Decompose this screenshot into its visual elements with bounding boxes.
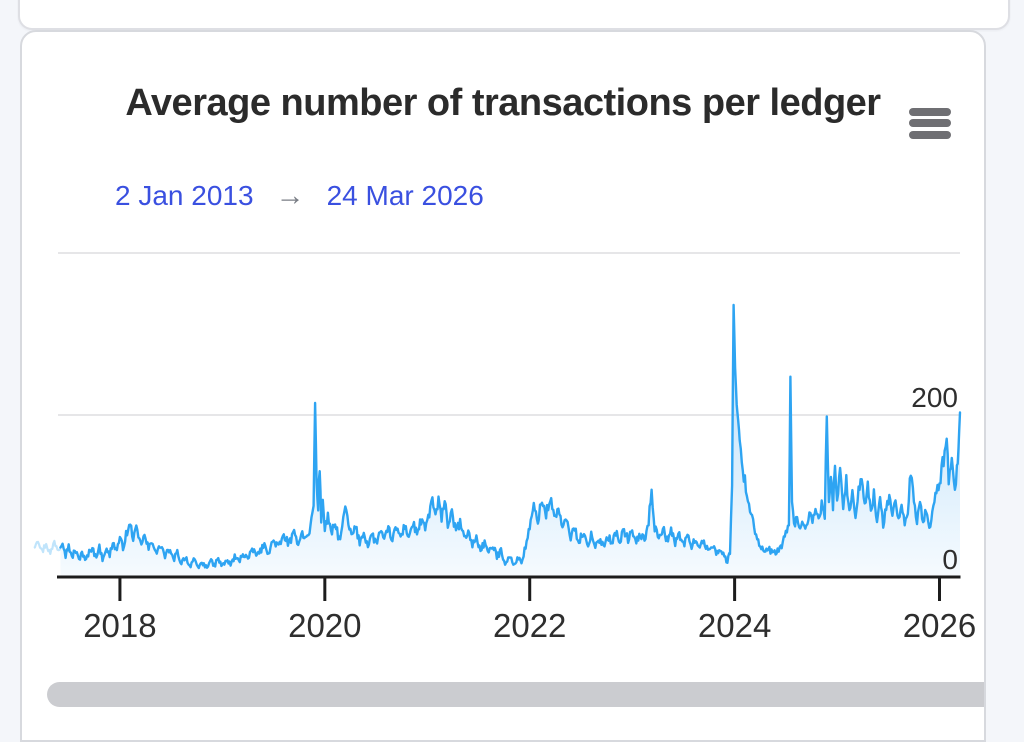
x-tick-label: 2018 (83, 607, 157, 644)
chart-title: Average number of transactions per ledge… (125, 82, 881, 124)
range-end-date[interactable]: 24 Mar 2026 (326, 180, 484, 211)
x-tick-label: 2022 (493, 607, 567, 644)
chart-context-menu-button[interactable] (904, 100, 956, 146)
x-tick-label: 2024 (697, 607, 772, 644)
series-line (59, 303, 962, 570)
series-area (60, 305, 960, 577)
x-tick-label: 2020 (288, 607, 362, 644)
chart-card: Average number of transactions per ledge… (20, 30, 986, 742)
x-tick-label: 2026 (902, 607, 977, 644)
series-line-faded (33, 539, 62, 555)
range-start-date[interactable]: 2 Jan 2013 (115, 180, 254, 211)
hamburger-icon (906, 107, 954, 139)
y-tick-label: 0 (942, 544, 958, 575)
date-range-selector: 2 Jan 2013 → 24 Mar 2026 (115, 178, 484, 214)
arrow-right-icon: → (275, 179, 305, 212)
chart-scrollbar-thumb[interactable] (47, 682, 984, 707)
y-tick-label: 200 (911, 382, 958, 413)
previous-card-fragment (18, 0, 1010, 30)
